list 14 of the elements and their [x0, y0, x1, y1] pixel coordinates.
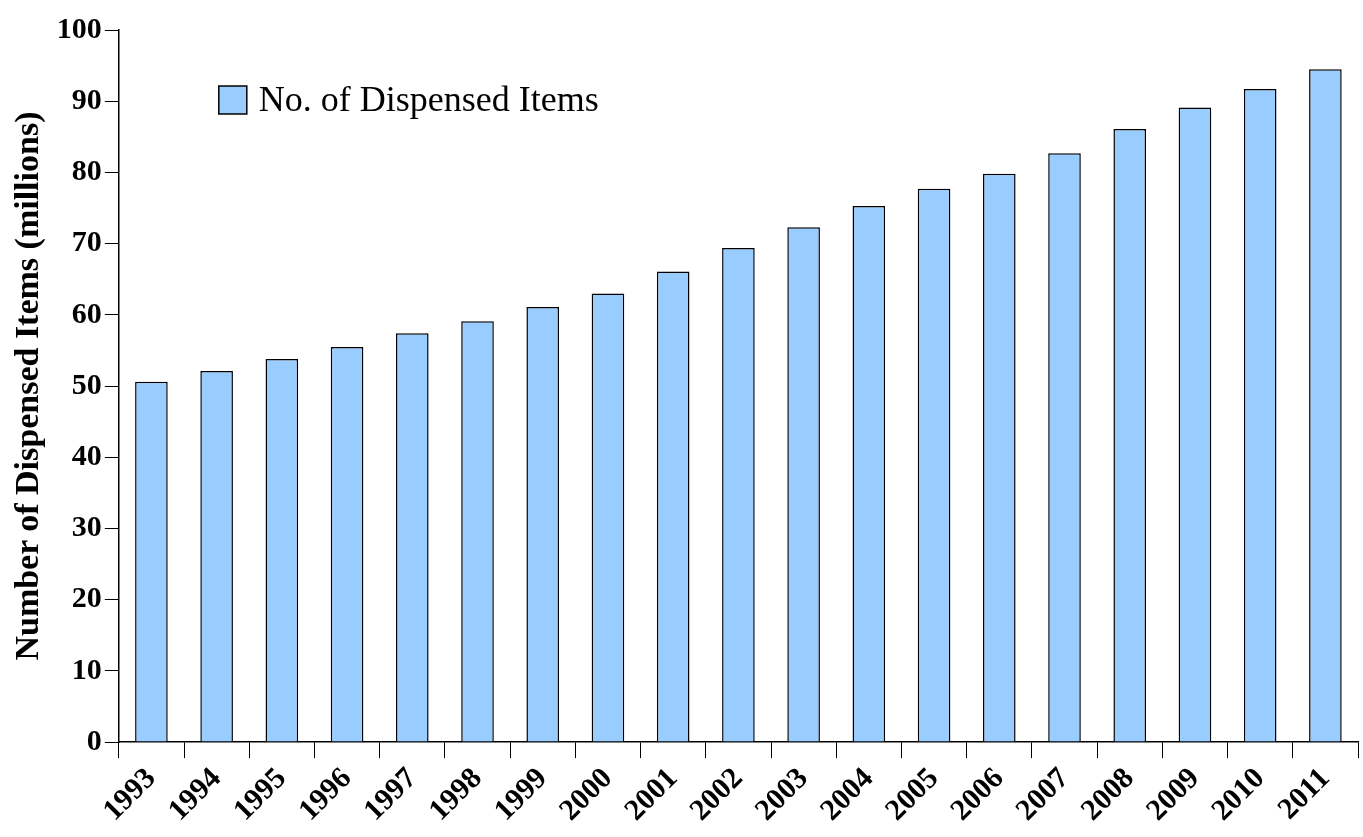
- y-tick-label: 10: [71, 651, 102, 685]
- y-tick-label: 0: [86, 722, 102, 756]
- y-tick-label: 50: [71, 366, 102, 400]
- y-tick-label: 70: [71, 224, 102, 258]
- legend-label: No. of Dispensed Items: [258, 79, 599, 120]
- y-tick-label: 20: [71, 580, 102, 614]
- y-axis-title: Number of Dispensed Items (millions): [8, 111, 47, 661]
- y-tick-label: 90: [71, 81, 102, 115]
- y-tick-label: 100: [56, 10, 102, 44]
- y-tick-label: 40: [71, 438, 102, 472]
- x-tick-label: 2011: [1270, 760, 1336, 825]
- y-tick-label: 80: [71, 153, 102, 187]
- y-tick-label: 60: [71, 295, 102, 329]
- y-tick-label: 30: [71, 509, 102, 543]
